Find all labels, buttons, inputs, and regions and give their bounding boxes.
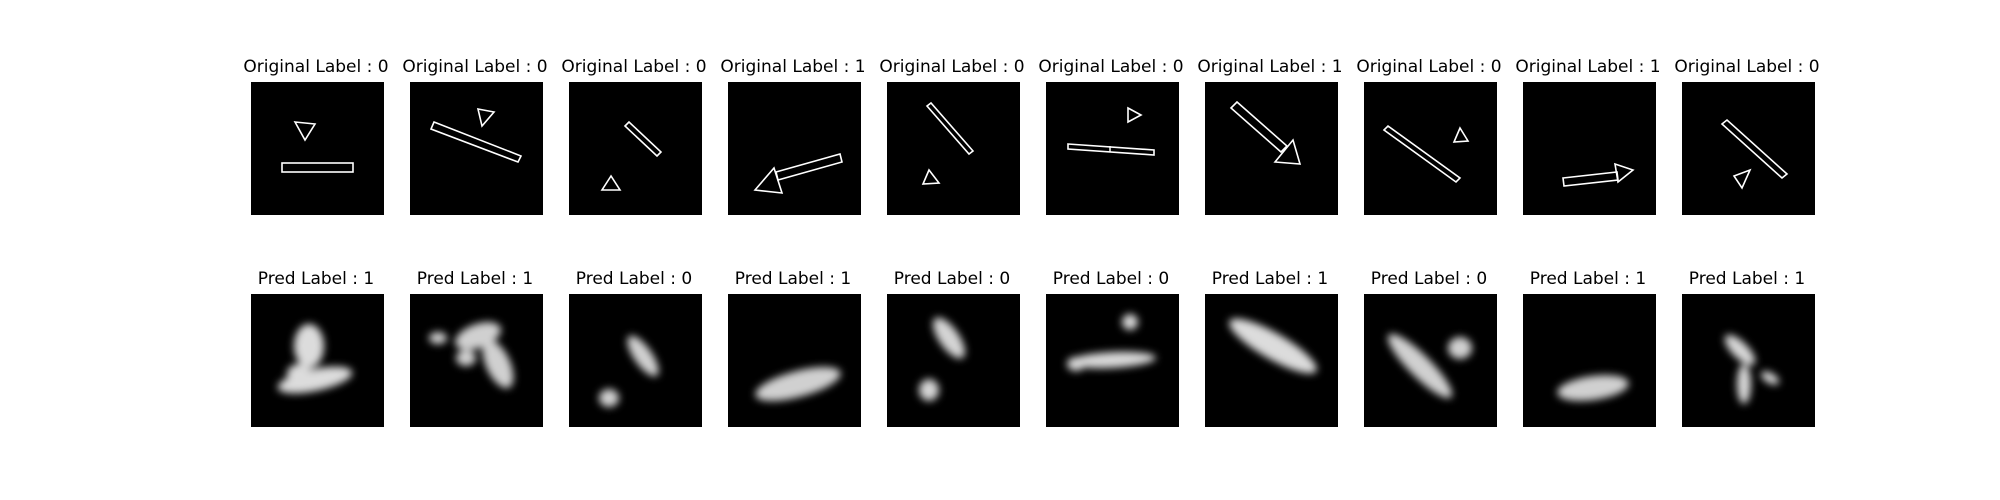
panel-title: Original Label : 0 [243, 57, 389, 77]
predicted-image [251, 294, 384, 427]
panel-title: Original Label : 1 [1197, 57, 1343, 77]
panel-title: Original Label : 0 [1038, 57, 1184, 77]
panel-title: Original Label : 0 [561, 57, 707, 77]
predicted-image [1205, 294, 1338, 427]
original-image [569, 82, 702, 215]
panel-title: Pred Label : 1 [1529, 269, 1647, 289]
panel-title: Pred Label : 1 [1211, 269, 1329, 289]
original-image [1205, 82, 1338, 215]
original-image [1364, 82, 1497, 215]
panel-title: Original Label : 0 [879, 57, 1025, 77]
predicted-image [569, 294, 702, 427]
panel-title: Pred Label : 1 [734, 269, 852, 289]
original-image [1046, 82, 1179, 215]
panel-title: Pred Label : 1 [1688, 269, 1806, 289]
original-image [410, 82, 543, 215]
panel-title: Pred Label : 1 [416, 269, 534, 289]
original-image [1682, 82, 1815, 215]
predicted-image [887, 294, 1020, 427]
predicted-image [410, 294, 543, 427]
predicted-image [1364, 294, 1497, 427]
predicted-image [1046, 294, 1179, 427]
panel-title: Original Label : 0 [1356, 57, 1502, 77]
panel-title: Pred Label : 0 [1052, 269, 1170, 289]
panel-title: Original Label : 1 [1515, 57, 1661, 77]
original-image [1523, 82, 1656, 215]
panel-title: Pred Label : 0 [1370, 269, 1488, 289]
panel-title: Pred Label : 0 [893, 269, 1011, 289]
panel-title: Original Label : 0 [402, 57, 548, 77]
predicted-image [728, 294, 861, 427]
original-image [251, 82, 384, 215]
panel-title: Pred Label : 0 [575, 269, 693, 289]
panel-title: Original Label : 1 [720, 57, 866, 77]
original-image [728, 82, 861, 215]
panel-title: Original Label : 0 [1674, 57, 1820, 77]
original-image [887, 82, 1020, 215]
predicted-image [1523, 294, 1656, 427]
predicted-image [1682, 294, 1815, 427]
panel-title: Pred Label : 1 [257, 269, 375, 289]
